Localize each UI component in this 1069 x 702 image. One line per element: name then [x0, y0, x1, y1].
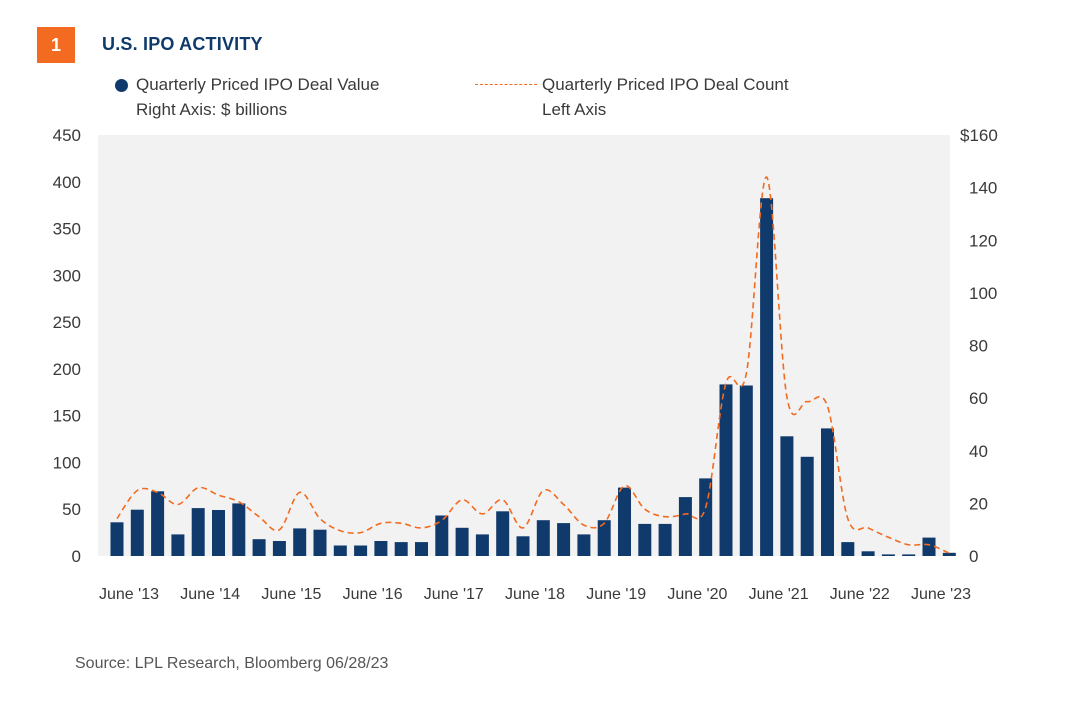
legend-marker-dashed-line — [475, 84, 537, 85]
right-axis-ticks: $160 140 120 100 80 60 40 20 0 — [960, 126, 998, 566]
deal-value-bar — [557, 523, 571, 556]
x-axis-tick-label: June '18 — [505, 586, 565, 603]
deal-value-bar — [821, 428, 834, 556]
legend-label-deal-value: Quarterly Priced IPO Deal Value — [136, 75, 380, 94]
deal-value-bar — [313, 529, 327, 556]
x-axis-tick-label: June '17 — [424, 586, 484, 603]
deal-value-bar — [780, 436, 794, 556]
deal-value-bar — [739, 385, 753, 556]
deal-value-bar — [942, 552, 956, 556]
deal-value-bar — [212, 510, 225, 556]
x-axis-tick-label: June '15 — [261, 586, 321, 603]
deal-value-bar — [394, 542, 408, 556]
deal-value-bar — [475, 534, 489, 556]
deal-value-bar — [496, 511, 510, 556]
right-axis-tick-label: 60 — [969, 389, 988, 408]
deal-value-bar — [841, 542, 855, 556]
left-axis-tick-label: 300 — [53, 266, 81, 285]
deal-value-bar — [110, 522, 124, 556]
deal-value-bar — [922, 537, 936, 556]
left-axis-tick-label: 400 — [53, 173, 81, 192]
deal-value-bar — [191, 508, 205, 556]
right-axis-tick-label: 80 — [969, 337, 988, 356]
legend-sublabel-left-axis: Left Axis — [542, 100, 607, 119]
x-axis-tick-label: June '16 — [343, 586, 403, 603]
left-axis-tick-label: 0 — [72, 547, 81, 566]
left-axis-tick-label: 450 — [53, 126, 81, 145]
deal-value-bar — [881, 554, 895, 556]
deal-value-bar — [455, 527, 469, 556]
deal-value-bar — [151, 491, 165, 556]
right-axis-tick-label: 120 — [969, 231, 997, 250]
deal-value-bar — [232, 503, 246, 556]
x-axis-tick-label: June '23 — [911, 586, 971, 603]
figure-number-badge: 1 — [37, 27, 75, 63]
deal-value-bar — [354, 545, 368, 556]
left-axis-tick-label: 150 — [53, 407, 81, 426]
x-axis-tick-label: June '20 — [667, 586, 727, 603]
right-axis-tick-label: 40 — [969, 442, 988, 461]
left-axis-tick-label: 200 — [53, 360, 81, 379]
deal-value-bar — [597, 520, 611, 556]
deal-value-bar — [577, 534, 591, 556]
chart-title: U.S. IPO ACTIVITY — [102, 34, 263, 54]
deal-value-bar — [638, 523, 652, 556]
legend-label-deal-count: Quarterly Priced IPO Deal Count — [542, 75, 789, 94]
deal-count-line — [116, 176, 950, 554]
deal-value-bar — [516, 536, 530, 556]
deal-value-bar — [699, 478, 713, 556]
deal-value-bar — [435, 515, 449, 556]
x-axis-tick-label: June '14 — [180, 586, 240, 603]
deal-value-bar — [272, 541, 286, 556]
x-axis-tick-label: June '13 — [99, 586, 159, 603]
deal-value-bar — [333, 545, 347, 556]
deal-value-bar — [618, 487, 631, 556]
deal-value-bar — [800, 456, 814, 556]
right-axis-tick-label: 140 — [969, 179, 997, 198]
legend-marker-bar — [115, 79, 128, 92]
deal-value-bar — [719, 384, 733, 556]
deal-value-bar — [678, 497, 692, 556]
legend-item-deal-value: Quarterly Priced IPO Deal Value Right Ax… — [115, 72, 379, 122]
right-axis-tick-label: 0 — [969, 547, 978, 566]
deal-value-bar — [415, 542, 428, 556]
left-axis-tick-label: 350 — [53, 220, 81, 239]
deal-value-bars — [110, 198, 956, 556]
deal-value-bar — [658, 523, 672, 556]
left-axis-tick-label: 100 — [53, 453, 81, 472]
right-axis-tick-label: 20 — [969, 494, 988, 513]
deal-value-bar — [902, 554, 916, 556]
deal-value-bar — [861, 551, 875, 556]
x-axis-tick-label: June '19 — [586, 586, 646, 603]
right-axis-tick-label: 100 — [969, 284, 997, 303]
legend-item-deal-count: Quarterly Priced IPO Deal Count Left Axi… — [475, 72, 789, 122]
left-axis-tick-label: 250 — [53, 313, 81, 332]
left-axis-ticks: 450 400 350 300 250 200 150 100 50 0 — [53, 126, 81, 566]
deal-value-bar — [374, 541, 388, 556]
source-note: Source: LPL Research, Bloomberg 06/28/23 — [75, 655, 389, 672]
x-axis-tick-label: June '21 — [749, 586, 809, 603]
deal-value-bar — [760, 198, 774, 556]
left-axis-tick-label: 50 — [62, 500, 81, 519]
deal-value-bar — [252, 539, 266, 556]
deal-value-bar — [171, 534, 185, 556]
x-axis-tick-label: June '22 — [830, 586, 890, 603]
deal-value-bar — [293, 528, 307, 556]
deal-value-bar — [536, 520, 550, 556]
deal-value-bar — [130, 509, 144, 556]
x-axis-ticks: June '13 June '14 June '15 June '16 June '17… — [99, 586, 971, 603]
right-axis-tick-label: $160 — [960, 126, 998, 145]
legend-sublabel-right-axis: Right Axis: $ billions — [136, 100, 288, 119]
